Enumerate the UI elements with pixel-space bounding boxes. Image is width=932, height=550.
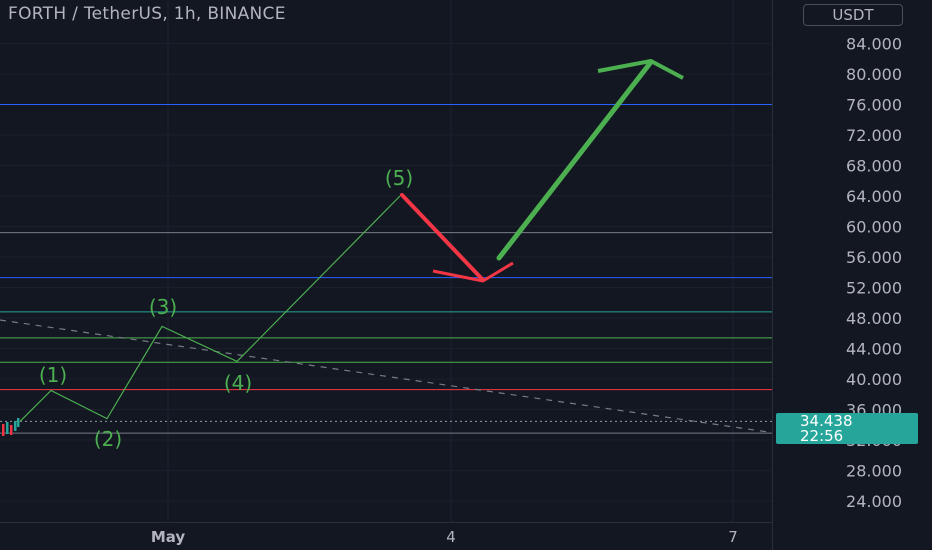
wave-label: (3) [149, 295, 177, 319]
candlestick [6, 422, 9, 434]
price-axis-label: 52.000 [846, 279, 902, 298]
current-price-label: 34.438 [800, 412, 853, 430]
correction-arrow-shaft [400, 193, 485, 282]
wave-label: (1) [39, 363, 67, 387]
price-axis-label: 76.000 [846, 96, 902, 115]
price-axis-label: 84.000 [846, 35, 902, 54]
projection-arrow-head [597, 59, 684, 80]
candlestick [2, 424, 5, 436]
price-axis-label: 56.000 [846, 248, 902, 267]
price-axis-label: 40.000 [846, 370, 902, 389]
wave-label: (4) [224, 371, 252, 395]
price-axis-label: 44.000 [846, 340, 902, 359]
projection-arrow-shaft [496, 59, 654, 261]
currency-button[interactable]: USDT [803, 4, 903, 26]
price-axis-label: 72.000 [846, 126, 902, 145]
price-axis-label: 24.000 [846, 492, 902, 511]
candlestick [17, 418, 20, 427]
descending-trendline [0, 319, 769, 433]
price-axis-label: 68.000 [846, 157, 902, 176]
wave-label: (2) [94, 427, 122, 451]
candlestick [10, 425, 13, 435]
price-axis-label: 64.000 [846, 187, 902, 206]
time-axis-label: 4 [446, 528, 456, 546]
price-axis-label: 48.000 [846, 309, 902, 328]
wave-label: (5) [385, 166, 413, 190]
correction-arrow-head [432, 261, 514, 283]
price-axis-label: 80.000 [846, 65, 902, 84]
elliott-wave-line [19, 195, 401, 422]
time-axis-label: 7 [728, 528, 738, 546]
current-price-badge: 34.438 22:56 [776, 413, 918, 444]
symbol-title: FORTH / TetherUS, 1h, BINANCE [8, 4, 286, 24]
candlestick [14, 421, 17, 431]
price-axis-label: 28.000 [846, 462, 902, 481]
time-axis-label: May [151, 528, 186, 546]
candle-countdown-label: 22:56 [800, 427, 844, 445]
price-axis-label: 60.000 [846, 218, 902, 237]
